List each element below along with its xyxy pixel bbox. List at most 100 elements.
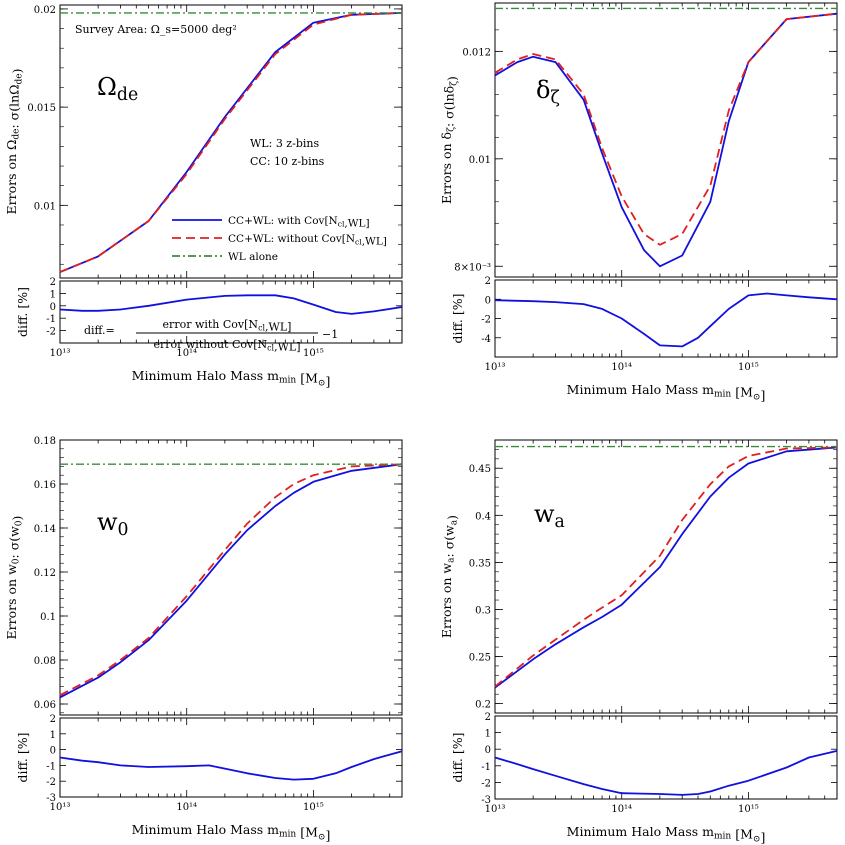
y-tick-label: 0.01 [34, 201, 56, 212]
diff-y-tick-label: -4 [481, 334, 491, 345]
param-label-wa: wa [534, 500, 565, 532]
y-tick-label: 0.12 [34, 568, 56, 579]
param-label-omega-de: Ωde [97, 73, 138, 105]
panel-wa: 10¹³ 10¹⁴ 10¹⁵ 0.2 0.25 0.3 0.35 0.4 0.45 -3 -2 -1 0… [439, 439, 838, 844]
y-tick-label: 0.02 [34, 5, 56, 16]
diff-formula-denominator: error without Cov[Ncl,WL] [153, 338, 300, 353]
cc-bins-note: CC: 10 z-bins [250, 155, 325, 168]
diff-y-tick-label: 1 [485, 729, 491, 740]
y-tick-label: 0.012 [462, 47, 491, 58]
x-tick-label: 10¹⁵ [303, 348, 324, 359]
param-label-delta-zeta: δζ [536, 76, 560, 108]
y-tick-label: 0.015 [27, 103, 56, 114]
diff-y-tick-label: -1 [46, 314, 56, 325]
y-tick-label: 0.1 [40, 612, 56, 623]
series-without-cov [59, 12, 403, 273]
y-axis-label: Errors on w0: σ(w0) [4, 516, 24, 640]
y-tick-label: 0.01 [469, 155, 491, 166]
diff-y-tick-label: 2 [485, 276, 491, 287]
y-tick-label: 0.16 [34, 480, 56, 491]
x-tick-label: 10¹³ [50, 802, 71, 813]
diff-y-tick-label: -2 [46, 327, 56, 338]
diff-y-tick-label: -2 [481, 315, 491, 326]
series-with-cov [494, 446, 838, 689]
x-tick-label: 10¹⁵ [738, 362, 759, 373]
legend-label-with-cov: CC+WL: with Cov[Ncl,WL] [228, 215, 370, 229]
y-tick-label: 0.25 [469, 653, 491, 664]
diff-y-tick-label: 0 [485, 745, 491, 756]
y-tick-label: 0.4 [475, 511, 491, 522]
diff-y-tick-label: -2 [46, 777, 56, 788]
panel-omega-de: 10¹³ 10¹⁴ 10¹⁵ 0.01 0.015 0.02 -2 -10 12 Errors o… [4, 4, 403, 388]
diff-y-axis-label: diff. [%] [450, 293, 465, 343]
main-plot-frame [59, 439, 403, 716]
y-axis-label: Errors on wa: σ(wa) [439, 515, 459, 638]
diff-y-tick-label: -2 [481, 778, 491, 789]
series-with-cov [59, 463, 403, 699]
diff-plot-frame [494, 715, 838, 800]
diff-plot-frame [59, 717, 403, 798]
diff-formula: diff.= error with Cov[Ncl,WL] error withou… [84, 318, 338, 353]
y-tick-label: 0.14 [34, 524, 56, 535]
diff-plot-frame [59, 280, 403, 344]
y-tick-label: 0.08 [34, 656, 56, 667]
main-plot-frame [59, 4, 403, 279]
x-axis-label: Minimum Halo Mass mmin [M⊙] [132, 822, 331, 842]
x-tick-label: 10¹⁴ [176, 348, 197, 359]
panel-delta-zeta: 10¹³ 10¹⁴ 10¹⁵ 8×10⁻³ 0.01 0.012 -4 -2 0 2 Errors … [439, 2, 838, 402]
diff-y-tick-label: 0 [50, 302, 56, 313]
diff-formula-tail: −1 [322, 328, 338, 341]
y-tick-label: 8×10⁻³ [454, 262, 491, 273]
x-axis-label: Minimum Halo Mass mmin [M⊙] [567, 382, 766, 402]
series-without-cov [59, 463, 403, 696]
wl-bins-note: WL: 3 z-bins [250, 137, 319, 150]
diff-y-axis-label: diff. [%] [450, 732, 465, 782]
legend: CC+WL: with Cov[Ncl,WL] CC+WL: without Co… [172, 215, 387, 263]
y-tick-label: 0.18 [34, 436, 56, 447]
diff-series [494, 750, 838, 796]
x-tick-label: 10¹³ [485, 804, 506, 815]
y-tick-label: 0.2 [475, 700, 491, 711]
diff-y-tick-label: -1 [46, 761, 56, 772]
y-tick-label: 0.06 [34, 700, 56, 711]
diff-y-tick-label: 0 [485, 295, 491, 306]
x-tick-label: 10¹⁵ [738, 804, 759, 815]
series-without-cov [494, 12, 838, 246]
main-plot-frame [494, 439, 838, 714]
panel-w0: 10¹³ 10¹⁴ 10¹⁵ 0.06 0.08 0.1 0.12 0.14 0.16 0.18 -… [4, 436, 403, 842]
diff-series [59, 750, 403, 781]
series-with-cov [494, 12, 838, 268]
diff-y-axis-label: diff. [%] [15, 732, 30, 782]
x-tick-label: 10¹³ [485, 362, 506, 373]
diff-y-axis-label: diff. [%] [15, 287, 30, 337]
x-axis-label: Minimum Halo Mass mmin [M⊙] [132, 368, 331, 388]
diff-y-tick-label: 2 [50, 277, 56, 288]
param-label-w0: w0 [97, 508, 129, 540]
series-without-cov [494, 446, 838, 688]
y-axis-label: Errors on Ωde: σ(lnΩde) [4, 69, 24, 215]
x-axis-label: Minimum Halo Mass mmin [M⊙] [567, 824, 766, 844]
diff-y-tick-label: -3 [481, 795, 491, 806]
diff-formula-numerator: error with Cov[Ncl,WL] [163, 318, 292, 333]
x-tick-label: 10¹⁴ [611, 362, 632, 373]
diff-y-tick-label: -1 [481, 762, 491, 773]
diff-y-tick-label: 2 [50, 714, 56, 725]
diff-series [494, 292, 838, 348]
diff-y-tick-label: 2 [485, 712, 491, 723]
x-tick-label: 10¹³ [50, 348, 71, 359]
diff-y-tick-label: -3 [46, 793, 56, 804]
y-axis-label: Errors on δζ: σ(lnδζ) [439, 76, 459, 204]
main-plot-frame [494, 2, 838, 278]
diff-formula-lhs: diff.= [84, 324, 115, 337]
legend-label-without-cov: CC+WL: without Cov[Ncl,WL] [228, 233, 387, 247]
x-tick-label: 10¹⁴ [611, 804, 632, 815]
legend-label-wl-alone: WL alone [228, 251, 278, 263]
diff-series [59, 294, 403, 315]
y-tick-label: 0.3 [475, 605, 491, 616]
x-tick-label: 10¹⁴ [176, 802, 197, 813]
x-tick-label: 10¹⁵ [303, 802, 324, 813]
survey-area-note: Survey Area: Ω_s=5000 deg² [75, 23, 237, 36]
diff-y-tick-label: 1 [50, 289, 56, 300]
y-tick-label: 0.35 [469, 558, 491, 569]
